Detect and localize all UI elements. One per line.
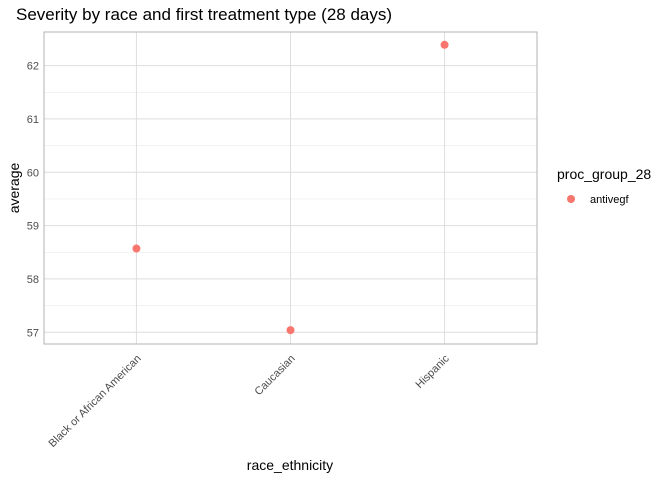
legend-label-antivegf: antivegf xyxy=(590,194,629,206)
y-tick-label: 61 xyxy=(27,114,39,126)
y-tick-label: 57 xyxy=(27,327,39,339)
x-tick-label: Black or African American xyxy=(47,353,144,450)
x-tick-labels: Black or African American Caucasian Hispan… xyxy=(47,352,453,449)
y-axis-title: average xyxy=(6,162,22,213)
y-tick-label: 58 xyxy=(27,274,39,286)
legend-key-antivegf xyxy=(567,195,575,203)
x-tick-label: Hispanic xyxy=(413,352,452,391)
y-tick-label: 60 xyxy=(27,167,39,179)
data-point xyxy=(440,40,449,49)
legend-title: proc_group_28 xyxy=(557,166,651,182)
x-tick-label: Caucasian xyxy=(252,353,297,398)
grid xyxy=(44,32,537,344)
data-point xyxy=(286,326,295,335)
data-points xyxy=(132,40,449,335)
y-tick-label: 59 xyxy=(27,221,39,233)
y-tick-label: 62 xyxy=(27,61,39,73)
data-point xyxy=(132,244,141,253)
plot-panel-border xyxy=(43,31,538,345)
x-axis-title: race_ethnicity xyxy=(247,457,333,473)
y-tick-labels: 57 58 59 60 61 62 xyxy=(27,61,39,340)
chart-title: Severity by race and first treatment typ… xyxy=(16,5,392,24)
legend: proc_group_28 antivegf xyxy=(557,166,651,206)
